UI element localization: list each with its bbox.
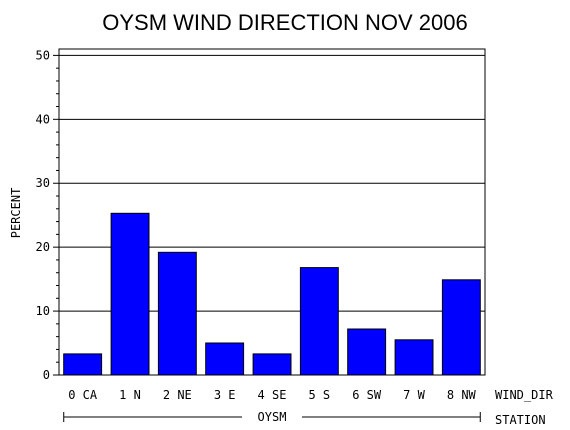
y-axis-label: PERCENT [9, 188, 23, 239]
x-tick-label: 7 W [403, 388, 425, 402]
y-tick-label: 20 [36, 240, 50, 254]
bar [157, 251, 197, 376]
bar [110, 212, 150, 376]
x-tick-label: 2 NE [163, 388, 192, 402]
plot-area: 0 10 20 30 40 50 0 CA 1 N 2 NE 3 E 4 SE 5 S 6 SW 7 W 8… [36, 48, 486, 425]
y-tick-label: 30 [36, 176, 50, 190]
bar [252, 353, 292, 376]
bar [394, 339, 434, 376]
bar [347, 328, 387, 376]
y-tick-label: 0 [43, 368, 50, 382]
group-label-bg [242, 409, 302, 425]
plot-frame [58, 48, 486, 376]
y-tick-label: 40 [36, 112, 50, 126]
x-tick-label: 8 NW [447, 388, 477, 402]
bar [441, 279, 481, 376]
station-axis-label: STATION [495, 413, 546, 427]
x-tick-label: 0 CA [68, 388, 98, 402]
group-label: OYSM [258, 410, 287, 424]
x-tick-label: 5 S [308, 388, 330, 402]
bar [299, 267, 339, 376]
y-tick-label: 50 [36, 48, 50, 62]
x-axis-label: WIND_DIR [495, 388, 554, 402]
x-tick-label: 1 N [119, 388, 141, 402]
x-tick-label: 3 E [214, 388, 236, 402]
y-tick-label: 10 [36, 304, 50, 318]
x-tick-label: 6 SW [352, 388, 382, 402]
bar [205, 342, 245, 376]
chart-title: OYSM WIND DIRECTION NOV 2006 [102, 10, 468, 35]
bar [63, 353, 103, 376]
x-tick-label: 4 SE [258, 388, 287, 402]
